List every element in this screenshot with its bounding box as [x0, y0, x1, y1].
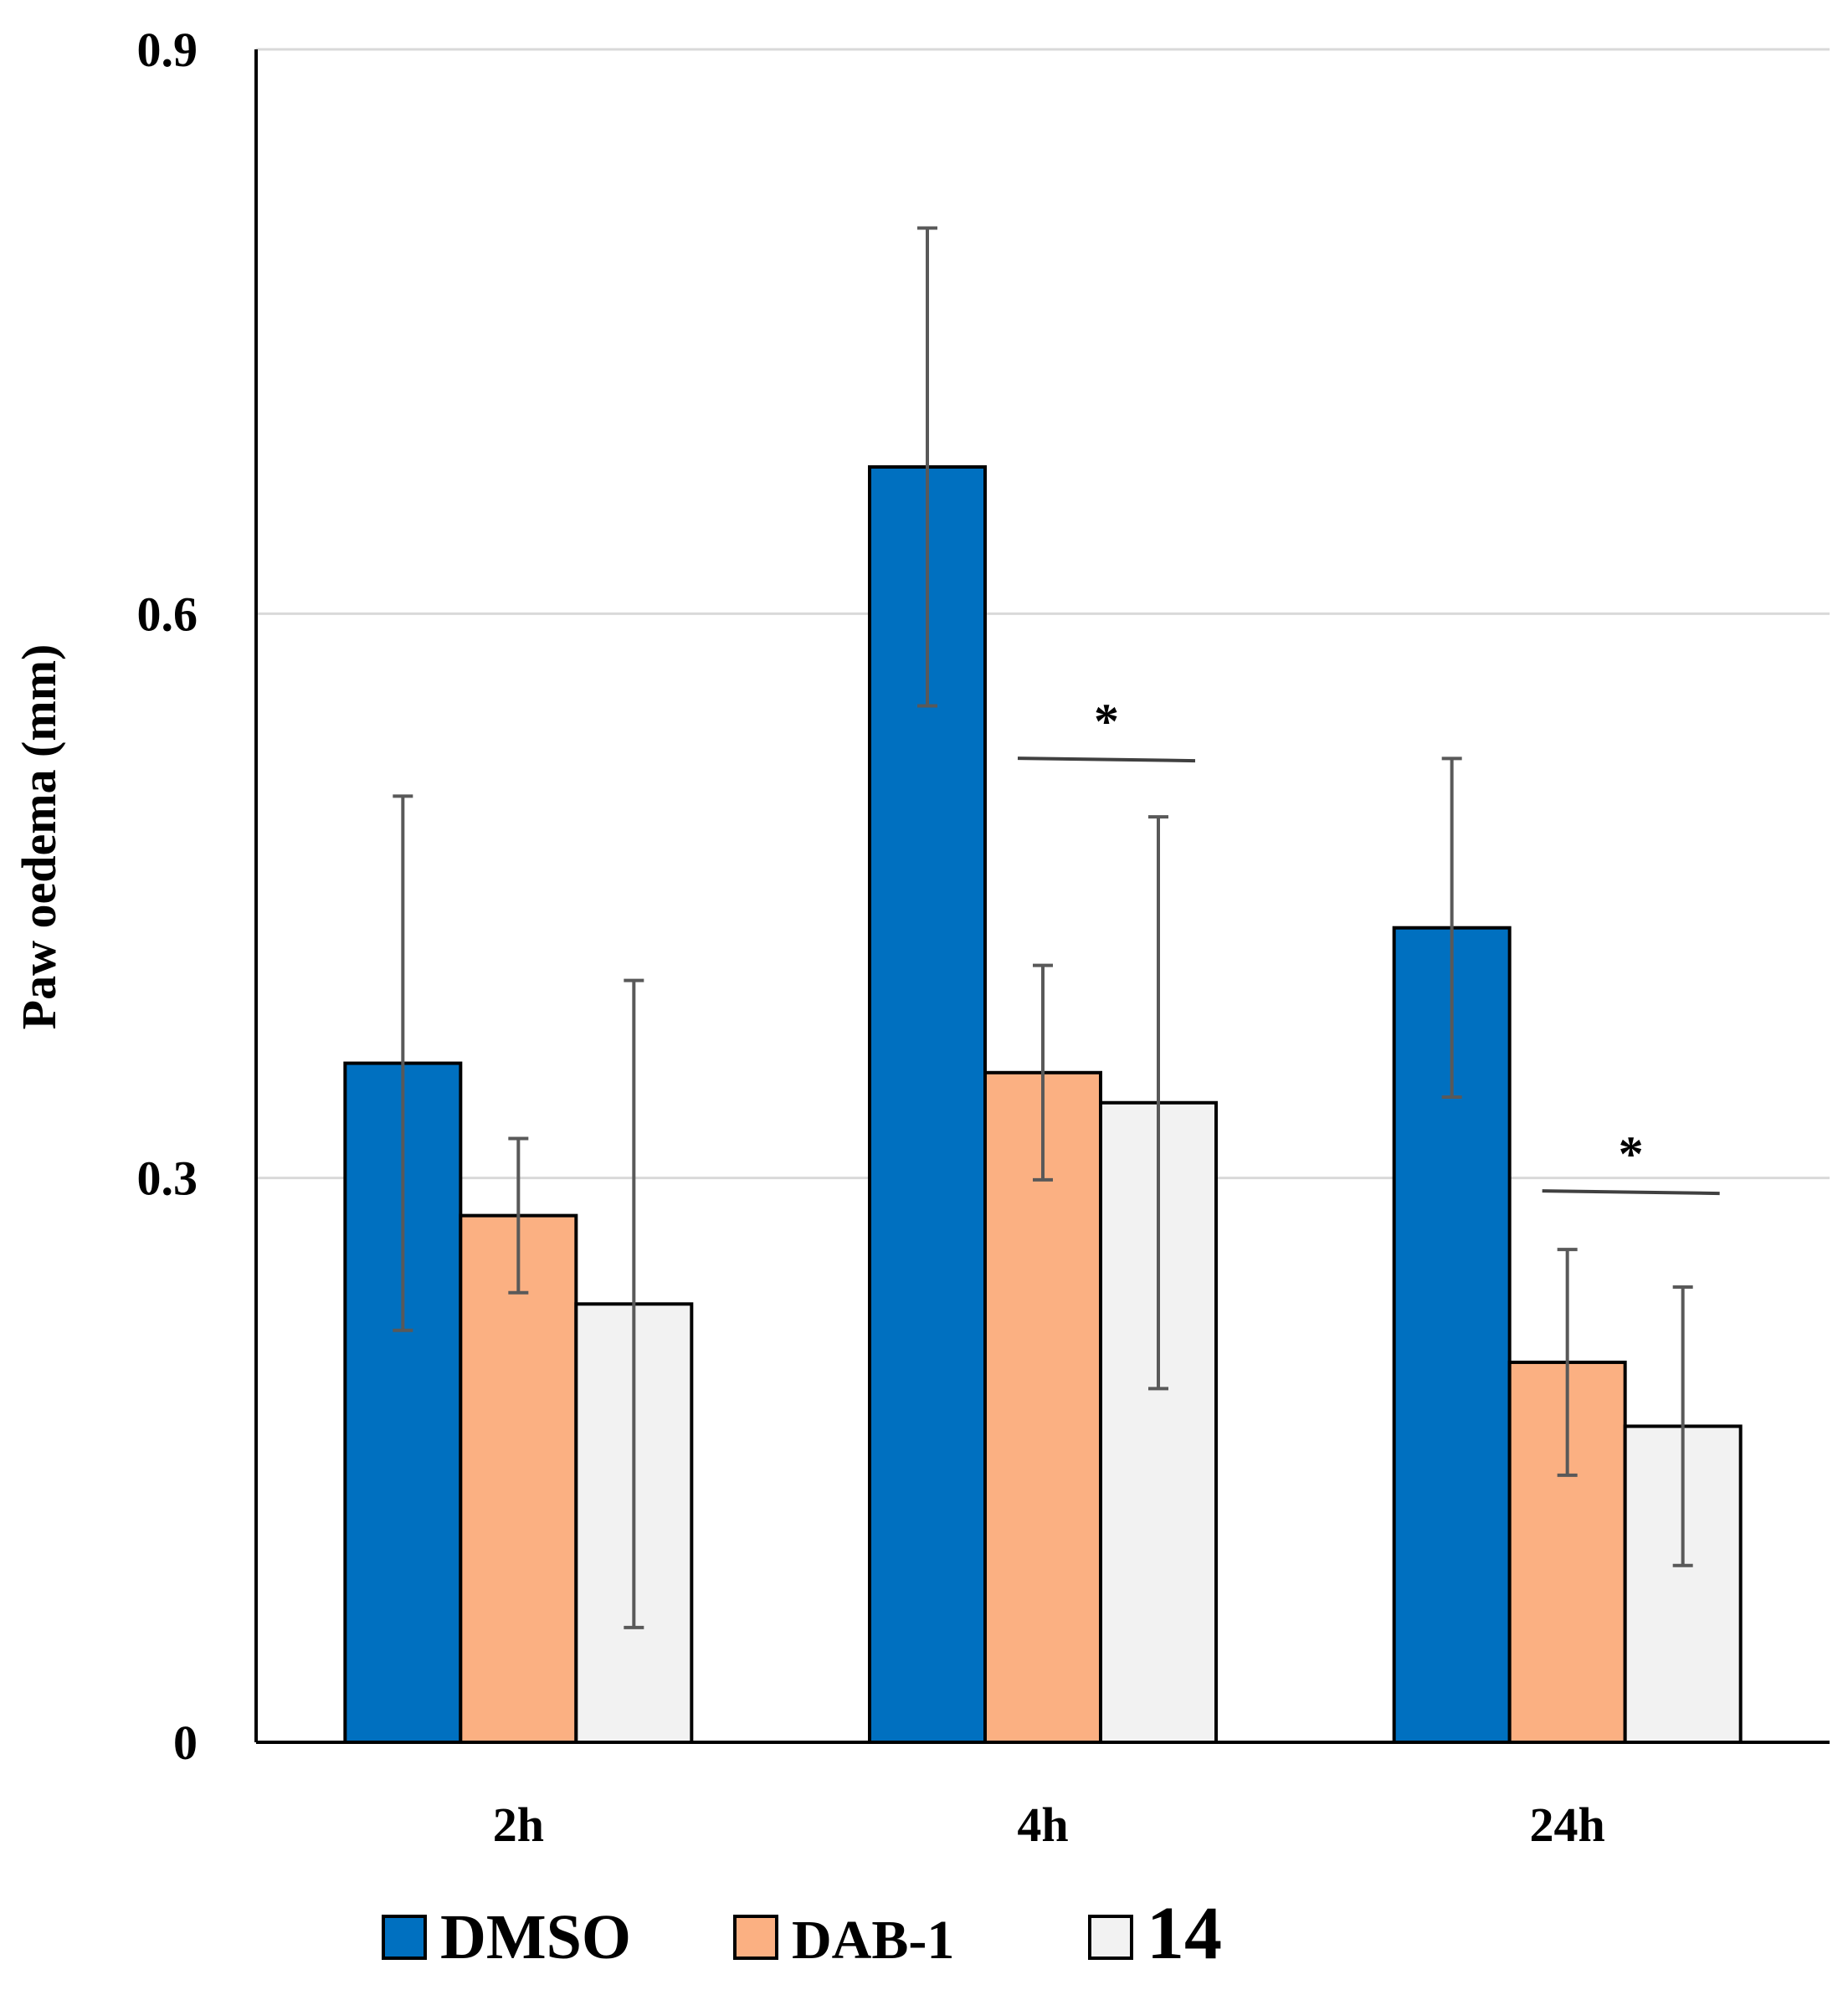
- y-tick-label: 0.9: [137, 23, 198, 77]
- bar-dab-1-2h: [459, 1213, 578, 1744]
- y-tick-label: 0: [173, 1715, 198, 1770]
- x-tick-label-24h: 24h: [1530, 1798, 1605, 1852]
- significance-star: *: [1619, 1126, 1644, 1182]
- significance-line: [1542, 1189, 1720, 1196]
- significance-line: [1017, 756, 1196, 763]
- legend-swatch-14: [1088, 1915, 1133, 1960]
- legend-label-dab-1: DAB-1: [792, 1910, 954, 1971]
- legend-swatch-dmso: [382, 1915, 427, 1960]
- axes: [254, 49, 1830, 1744]
- error-bars: [393, 226, 1693, 1629]
- x-tick-label-4h: 4h: [1017, 1798, 1068, 1852]
- legend-label-14: 14: [1147, 1892, 1222, 1975]
- legend-swatch-dab-1: [733, 1915, 778, 1960]
- significance-star: *: [1094, 694, 1119, 749]
- significance-annotations: **: [1017, 694, 1720, 1196]
- y-tick-label: 0.3: [137, 1151, 198, 1206]
- legend-label-dmso: DMSO: [440, 1902, 631, 1972]
- y-tick-label: 0.6: [137, 587, 198, 641]
- tick-labels: 0 0.3 0.6 0.9 2h 4h 24h: [137, 23, 1605, 1852]
- y-axis-label: Paw oedema (mm): [12, 644, 66, 1030]
- legend: DMSO DAB-1 14: [382, 1892, 1222, 1975]
- x-tick-label-2h: 2h: [493, 1798, 544, 1852]
